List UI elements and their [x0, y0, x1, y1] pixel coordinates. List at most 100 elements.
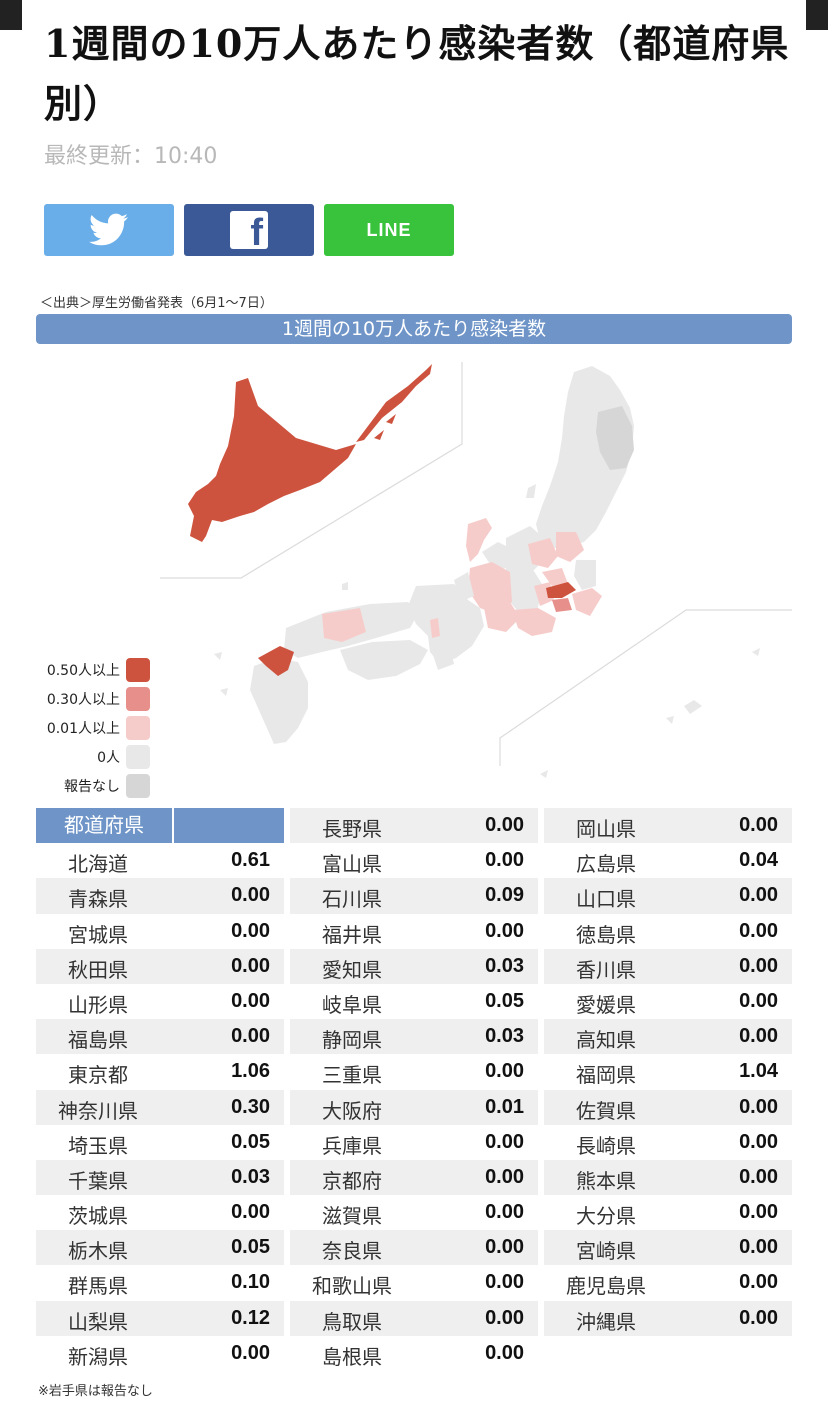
prefecture-name: 愛知県: [322, 957, 382, 982]
prefecture-name: 福井県: [322, 922, 382, 947]
region-sado: [526, 484, 536, 498]
table-row: 山口県 0.00: [544, 878, 792, 914]
table-row: 和歌山県 0.00: [290, 1265, 538, 1300]
region-chiba: [572, 588, 602, 616]
prefecture-value: 0.00: [485, 1060, 524, 1083]
prefecture-value: 0.00: [485, 1130, 524, 1153]
table-row: 岡山県 0.00: [544, 808, 792, 844]
prefecture-name: 山口県: [576, 887, 636, 912]
prefecture-value: 0.00: [485, 1165, 524, 1188]
prefecture-value: 0.00: [231, 1341, 270, 1364]
line-share-button[interactable]: LINE: [324, 204, 454, 256]
region-izu-islands: [214, 652, 228, 696]
prefecture-name: 島根県: [322, 1344, 382, 1369]
map-title: 1週間の10万人あたり感染者数: [36, 314, 792, 344]
prefecture-name: 佐賀県: [576, 1098, 636, 1123]
prefecture-value: 0.00: [485, 1306, 524, 1329]
prefecture-value: 0.03: [485, 1025, 524, 1048]
facebook-share-button[interactable]: f: [184, 204, 314, 256]
header-value: [174, 808, 284, 844]
prefecture-name: 北海道: [68, 852, 128, 877]
region-hokkaido-islands: [356, 364, 432, 442]
prefecture-name: 群馬県: [68, 1274, 128, 1299]
prefecture-name: 大分県: [576, 1204, 636, 1229]
prefecture-name: 岡山県: [576, 817, 636, 841]
prefecture-name: 沖縄県: [576, 1309, 636, 1334]
region-oki: [342, 582, 348, 590]
table-row: 長崎県 0.00: [544, 1125, 792, 1160]
table-row: 宮城県 0.00: [36, 914, 284, 949]
prefecture-name: 奈良県: [322, 1239, 382, 1264]
prefecture-name: 大阪府: [322, 1098, 382, 1123]
region-kanagawa: [552, 598, 572, 612]
prefecture-name: 京都府: [322, 1168, 382, 1193]
table-row: 新潟県 0.00: [36, 1336, 284, 1371]
prefecture-value: 0.00: [231, 989, 270, 1012]
region-nagano: [510, 568, 542, 616]
prefecture-value: 0.00: [739, 989, 778, 1012]
prefecture-value: 0.00: [739, 884, 778, 907]
table-row: 神奈川県 0.30: [36, 1089, 284, 1125]
twitter-share-button[interactable]: [44, 204, 174, 256]
legend-item: 0人: [36, 745, 150, 769]
prefecture-value: 0.00: [231, 919, 270, 942]
prefecture-value: 0.00: [739, 1306, 778, 1329]
prefecture-value: 0.00: [739, 1201, 778, 1224]
table-row: 福岡県 1.04: [544, 1054, 792, 1089]
table-row: 富山県 0.00: [290, 843, 538, 878]
map-divider-line: [160, 362, 463, 579]
table-row: 山形県 0.00: [36, 984, 284, 1019]
region-gifu: [468, 562, 512, 614]
prefecture-value: 0.12: [231, 1306, 270, 1329]
region-gunma: [528, 538, 558, 568]
prefecture-name: 山梨県: [68, 1309, 128, 1334]
table-row: 香川県 0.00: [544, 948, 792, 984]
region-tochigi: [556, 532, 584, 562]
table-row: 埼玉県 0.05: [36, 1125, 284, 1160]
region-kyushu: [250, 658, 308, 744]
prefecture-name: 長崎県: [576, 1133, 636, 1158]
prefecture-value: 0.09: [485, 884, 524, 907]
prefecture-value: 0.00: [231, 1025, 270, 1048]
prefecture-name: 秋田県: [68, 957, 128, 982]
prefecture-value: 1.04: [739, 1060, 778, 1083]
table-row: 佐賀県 0.00: [544, 1089, 792, 1125]
region-ibaraki: [574, 560, 596, 590]
prefecture-value: 0.00: [485, 849, 524, 872]
prefecture-value: 0.30: [231, 1095, 270, 1118]
prefecture-name: 新潟県: [68, 1344, 128, 1369]
table-column-1: 都道府県 北海道 0.61 青森県 0.00 宮城県 0.00 秋田県 0.00 山形県 0.00…: [36, 808, 284, 1371]
table-row: 石川県 0.09: [290, 878, 538, 914]
twitter-bird-icon: [89, 213, 128, 246]
region-iwate: [596, 406, 634, 470]
table-row: 栃木県 0.05: [36, 1230, 284, 1266]
region-wakayama: [430, 646, 454, 670]
prefecture-name: 三重県: [322, 1063, 382, 1088]
prefecture-name: 栃木県: [68, 1239, 128, 1264]
prefecture-value: 0.00: [739, 1130, 778, 1153]
legend-item: 0.30人以上: [36, 687, 150, 711]
corner-decoration-right: [806, 0, 828, 30]
table-row: 山梨県 0.12: [36, 1300, 284, 1336]
prefecture-name: 東京都: [68, 1063, 128, 1088]
region-fukuoka: [258, 646, 294, 676]
prefecture-name: 香川県: [576, 957, 636, 982]
table-row: 徳島県 0.00: [544, 914, 792, 949]
prefecture-name: 宮崎県: [576, 1239, 636, 1264]
table-row: 青森県 0.00: [36, 878, 284, 914]
region-okinawa: [540, 648, 760, 778]
table-row: 滋賀県 0.00: [290, 1195, 538, 1230]
region-kinki: [408, 584, 484, 664]
prefecture-value: 0.00: [231, 954, 270, 977]
table-row: 千葉県 0.03: [36, 1159, 284, 1196]
prefecture-value: 0.00: [739, 1236, 778, 1259]
prefecture-value: 0.04: [739, 849, 778, 872]
region-hiroshima: [322, 608, 366, 642]
page-title: 1週間の10万人あたり感染者数（都道府県別）: [44, 21, 790, 126]
table-row: 東京都 1.06: [36, 1054, 284, 1089]
prefecture-value: 0.00: [739, 1095, 778, 1118]
table-row: 福島県 0.00: [36, 1019, 284, 1055]
table-row: 広島県 0.04: [544, 843, 792, 878]
legend-item: 0.50人以上: [36, 658, 150, 682]
table-row: 茨城県 0.00: [36, 1195, 284, 1230]
